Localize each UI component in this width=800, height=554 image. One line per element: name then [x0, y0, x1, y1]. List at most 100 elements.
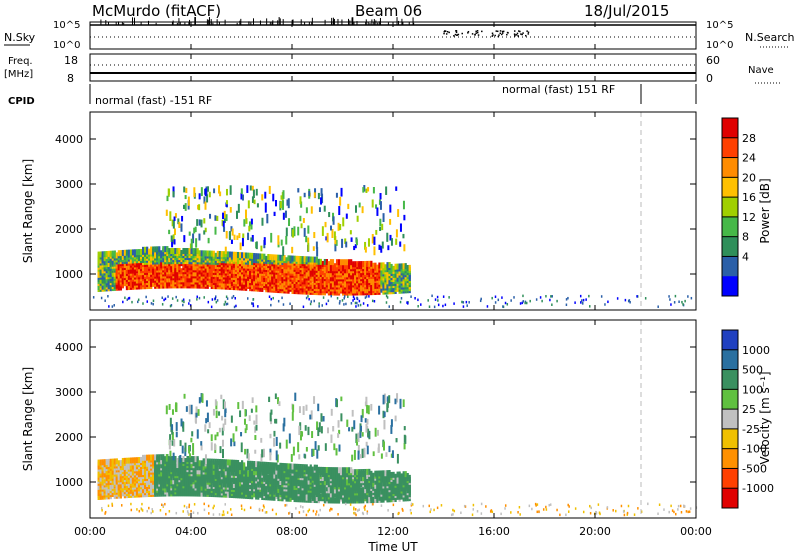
heatmap-cell — [226, 297, 229, 300]
heatmap-cell — [376, 207, 379, 216]
heatmap-cell — [127, 477, 131, 484]
heatmap-cell — [291, 475, 294, 482]
heatmap-cell — [255, 241, 258, 250]
heatmap-cell — [214, 215, 217, 221]
heatmap-cell — [220, 281, 223, 288]
heatmap-cell — [236, 235, 239, 240]
heatmap-cell — [216, 458, 219, 465]
heatmap-cell — [184, 266, 187, 273]
heatmap-cell — [228, 251, 232, 258]
heatmap-cell — [133, 249, 137, 256]
nsearch-point — [456, 34, 458, 36]
heatmap-cell — [320, 197, 323, 205]
heatmap-cell — [214, 262, 217, 269]
heatmap-cell — [150, 302, 153, 305]
heatmap-cell — [323, 258, 327, 265]
heatmap-cell — [190, 238, 193, 249]
heatmap-cell — [146, 454, 149, 461]
heatmap-cell — [585, 298, 587, 301]
heatmap-cell — [574, 301, 576, 304]
heatmap-cell — [352, 271, 355, 278]
heatmap-cell — [565, 298, 568, 301]
heatmap-cell — [281, 462, 284, 469]
heatmap-cell — [109, 250, 112, 257]
heatmap-cell — [172, 278, 175, 285]
heatmap-cell — [198, 204, 201, 211]
heatmap-cell — [161, 303, 164, 306]
heatmap-cell — [315, 241, 318, 249]
heatmap-cell — [395, 238, 398, 245]
heatmap-cell — [238, 468, 242, 475]
heatmap-cell — [657, 305, 659, 308]
heatmap-cell — [344, 491, 347, 498]
heatmap-cell — [250, 218, 253, 225]
heatmap-cell — [486, 305, 489, 308]
heatmap-cell — [164, 486, 167, 493]
heatmap-cell — [188, 486, 191, 493]
heatmap-cell — [529, 299, 531, 303]
heatmap-cell — [167, 295, 169, 298]
heatmap-cell — [330, 225, 333, 231]
heatmap-cell — [184, 278, 187, 285]
heatmap-cell — [267, 276, 270, 283]
heatmap-cell — [247, 268, 250, 275]
heatmap-cell — [299, 196, 302, 205]
heatmap-cell — [129, 457, 133, 464]
heatmap-cell — [230, 239, 233, 244]
heatmap-cell — [326, 232, 329, 243]
heatmap-cell — [103, 477, 106, 484]
heatmap-cell — [303, 464, 306, 471]
heatmap-cell — [521, 301, 524, 305]
heatmap-cell — [180, 223, 183, 232]
heatmap-cell — [177, 218, 180, 225]
heatmap-cell — [245, 466, 248, 473]
heatmap-cell — [188, 456, 191, 463]
heatmap-cell — [184, 203, 187, 211]
heatmap-cell — [299, 215, 302, 222]
heatmap-cell — [371, 299, 374, 303]
heatmap-cell — [113, 488, 116, 495]
nsearch-label: N.Search — [745, 31, 795, 44]
heatmap-cell — [218, 469, 221, 476]
heatmap-cell — [307, 274, 310, 281]
heatmap-cell — [427, 299, 429, 302]
heatmap-cell — [282, 303, 285, 306]
heatmap-cell — [616, 297, 619, 300]
heatmap-cell — [317, 262, 320, 269]
heatmap-cell — [362, 302, 365, 305]
heatmap-cell — [97, 489, 100, 496]
heatmap-cell — [282, 246, 285, 256]
heatmap-cell — [234, 276, 238, 283]
heatmap-cell — [186, 248, 189, 255]
heatmap-cell — [388, 278, 391, 285]
heatmap-cell — [275, 462, 278, 469]
nsearch-point — [491, 35, 494, 37]
heatmap-cell — [399, 300, 402, 304]
heatmap-cell — [360, 261, 363, 268]
heatmap-cell — [103, 459, 106, 466]
heatmap-cell — [480, 297, 482, 301]
heatmap-cell — [115, 252, 118, 259]
heatmap-cell — [382, 266, 385, 273]
heatmap-cell — [152, 302, 154, 306]
heatmap-cell — [127, 249, 131, 256]
heatmap-cell — [214, 297, 217, 300]
heatmap-cell — [524, 301, 526, 305]
heatmap-cell — [152, 478, 155, 485]
heatmap-cell — [265, 461, 268, 468]
heatmap-cell — [364, 246, 367, 253]
nsearch-point — [476, 31, 479, 34]
heatmap-cell — [297, 226, 300, 236]
heatmap-cell — [158, 250, 161, 257]
heatmap-cell — [279, 201, 282, 209]
heatmap-cell — [107, 458, 110, 465]
heatmap-cell — [182, 247, 185, 254]
heatmap-cell — [414, 296, 416, 300]
heatmap-cell — [381, 241, 384, 249]
nsearch-point — [506, 31, 509, 34]
heatmap-cell — [291, 255, 294, 262]
heatmap-cell — [232, 481, 236, 488]
heatmap-cell — [319, 485, 322, 492]
heatmap-cell — [264, 202, 267, 213]
heatmap-cell — [361, 206, 364, 214]
